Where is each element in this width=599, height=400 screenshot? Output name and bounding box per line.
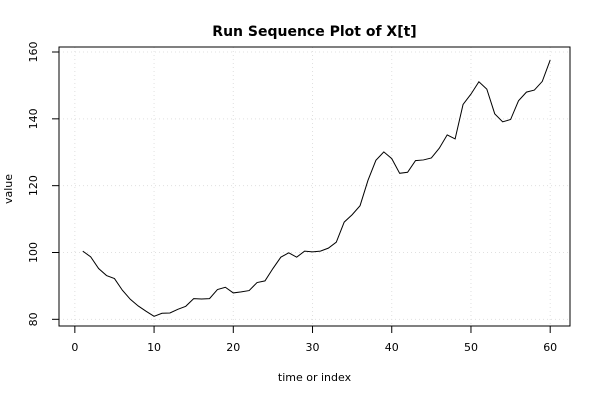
plot-frame	[58, 46, 571, 327]
y-tick-label: 160	[27, 42, 40, 63]
x-tick-label: 10	[147, 341, 161, 354]
y-tick-label: 120	[27, 175, 40, 196]
x-tick-label: 40	[385, 341, 399, 354]
series-line	[82, 59, 551, 317]
x-tick-label: 30	[306, 341, 320, 354]
x-tick-label: 0	[71, 341, 78, 354]
x-axis: 0 10 20 30 40 50 60	[71, 325, 557, 354]
y-axis-label: value	[2, 174, 15, 204]
y-tick-label: 100	[27, 242, 40, 263]
x-tick-label: 50	[464, 341, 478, 354]
x-tick-label: 60	[543, 341, 557, 354]
y-tick-label: 140	[27, 108, 40, 129]
x-tick-label: 20	[226, 341, 240, 354]
chart-title: Run Sequence Plot of X[t]	[212, 24, 416, 40]
x-axis-label: time or index	[278, 371, 352, 384]
y-tick-label: 80	[27, 312, 40, 326]
y-axis: 80 100 120 140 160	[27, 42, 60, 326]
grid-lines	[59, 47, 570, 326]
